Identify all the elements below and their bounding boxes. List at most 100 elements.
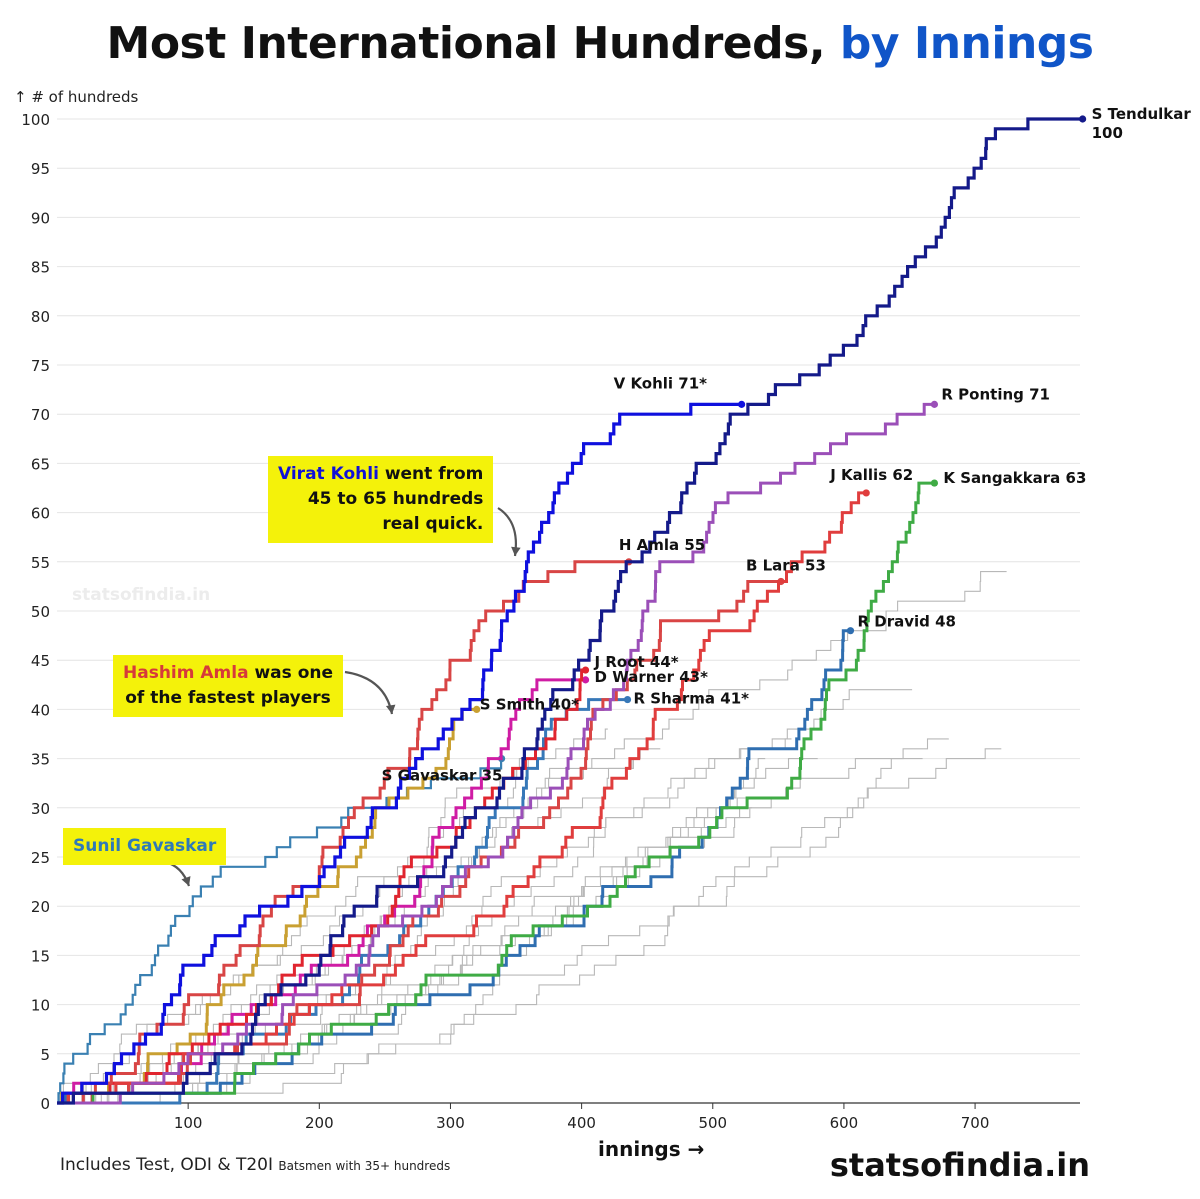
callout-gavaskar-name: Sunil Gavaskar xyxy=(73,836,217,856)
y-tick-label: 75 xyxy=(31,357,50,375)
y-tick-label: 55 xyxy=(31,554,50,572)
series-label: R Dravid 48 xyxy=(857,613,956,631)
series-label: S Gavaskar 35 xyxy=(382,767,503,785)
callout-kohli: Virat Kohli went from 45 to 65 hundreds … xyxy=(268,456,494,543)
brand-logo-text: statsofindia.in xyxy=(829,1146,1090,1184)
series-endpoint xyxy=(846,627,855,635)
series-label: D Warner 43* xyxy=(595,668,709,686)
callout-kohli-text3: real quick. xyxy=(382,514,484,534)
arrow-gavaskar-head xyxy=(181,876,191,886)
x-tick-label: 600 xyxy=(830,1114,859,1132)
y-tick-label: 80 xyxy=(31,308,50,326)
footer-small: Batsmen with 35+ hundreds xyxy=(278,1159,451,1173)
y-tick-label: 70 xyxy=(31,406,50,424)
series-label: J Kallis 62 xyxy=(829,466,913,484)
callout-kohli-text2: 45 to 65 hundreds xyxy=(307,489,484,509)
y-tick-label: 20 xyxy=(31,898,50,916)
y-tick-label: 100 xyxy=(21,111,50,129)
y-tick-label: 15 xyxy=(31,947,50,965)
series-endpoint xyxy=(473,705,481,714)
series-label: R Sharma 41* xyxy=(634,690,750,708)
background-series-line xyxy=(57,571,1007,1104)
y-tick-label: 85 xyxy=(31,259,50,277)
background-series-line xyxy=(57,689,913,1104)
y-tick-label: 45 xyxy=(31,652,50,670)
series-label: S Tendulkar xyxy=(1092,105,1192,123)
x-tick-label: 100 xyxy=(174,1114,203,1132)
series-line-k-sangakkara xyxy=(57,481,935,1105)
y-tick-label: 10 xyxy=(31,997,50,1015)
watermark: statsofindia.in xyxy=(72,585,211,605)
x-tick-label: 400 xyxy=(567,1114,596,1132)
series-line-s-gavaskar xyxy=(57,757,503,1105)
series-endpoint xyxy=(930,400,939,408)
series-endpoint xyxy=(581,666,590,674)
series-line-r-ponting xyxy=(57,402,935,1105)
x-tick-label: 200 xyxy=(305,1114,334,1132)
callout-gavaskar: Sunil Gavaskar xyxy=(63,828,227,865)
series-label: R Ponting 71 xyxy=(941,385,1050,403)
x-tick-label: 500 xyxy=(698,1114,727,1132)
series-endpoint xyxy=(862,489,870,497)
callout-kohli-name: Virat Kohli xyxy=(278,464,379,484)
series-label: J Root 44* xyxy=(594,653,679,671)
background-series-line xyxy=(57,758,923,1104)
y-tick-label: 30 xyxy=(31,800,50,818)
series-line-s-smith xyxy=(57,707,477,1105)
series-label: K Sangakkara 63 xyxy=(943,469,1086,487)
callout-kohli-text1: went from xyxy=(378,464,484,484)
series-line-s-tendulkar xyxy=(57,117,1083,1105)
series-line-h-amla xyxy=(57,560,629,1105)
arrow-amla-head xyxy=(385,704,396,714)
arrow-kohli-head xyxy=(511,546,521,556)
x-tick-label: 700 xyxy=(961,1114,990,1132)
series-endpoint xyxy=(1079,115,1087,123)
footer-note: Includes Test, ODI & T20I Batsmen with 3… xyxy=(60,1155,450,1175)
highlighted-series xyxy=(57,115,1087,1105)
series-line-b-lara xyxy=(57,580,781,1105)
series-label-line2: 100 xyxy=(1092,124,1123,142)
arrow-amla xyxy=(344,670,394,715)
callout-amla-text2: of the fastest players xyxy=(125,688,331,708)
series-label: V Kohli 71* xyxy=(614,374,708,392)
background-series-line xyxy=(57,738,792,1104)
x-axis-ticks: 100 200 300 400 500 600 700 xyxy=(174,1103,990,1132)
y-axis-ticks: 0 5 10 15 20 25 30 35 40 45 50 55 60 65 70 75 80 85 90 95 10… xyxy=(21,111,50,1113)
y-tick-label: 60 xyxy=(31,505,50,523)
callout-amla: Hashim Amla was one of the fastest playe… xyxy=(113,655,344,717)
series-label: B Lara 53 xyxy=(746,556,826,574)
background-series-line xyxy=(57,738,949,1104)
title-accent: by Innings xyxy=(839,18,1094,69)
series-endpoint xyxy=(930,479,939,487)
y-tick-label: 35 xyxy=(31,751,50,769)
x-tick-label: 300 xyxy=(436,1114,465,1132)
footer-main: Includes Test, ODI & T20I xyxy=(60,1155,274,1175)
y-tick-label: 50 xyxy=(31,603,50,621)
y-tick-label: 95 xyxy=(31,160,50,178)
title-main: Most International Hundreds, xyxy=(106,18,840,69)
series-label: H Amla 55 xyxy=(619,536,705,554)
background-series-line xyxy=(57,758,766,1104)
background-series-line xyxy=(57,748,1002,1104)
gridlines xyxy=(57,118,1080,1104)
x-axis-label: innings → xyxy=(598,1137,705,1161)
callout-amla-text1: was one xyxy=(248,663,334,683)
y-tick-label: 40 xyxy=(31,701,50,719)
series-endpoint xyxy=(581,676,590,684)
series-endpoint xyxy=(623,695,632,704)
y-tick-label: 65 xyxy=(31,455,50,473)
series-label: S Smith 40* xyxy=(480,695,580,713)
y-axis-label: ↑ # of hundreds xyxy=(14,88,139,106)
series-line-j-kallis xyxy=(57,491,867,1105)
y-tick-label: 25 xyxy=(31,849,50,867)
series-line-r-dravid xyxy=(57,629,851,1105)
chart-title: Most International Hundreds, by Innings xyxy=(0,18,1200,69)
y-tick-label: 90 xyxy=(31,209,50,227)
y-tick-label: 5 xyxy=(40,1046,50,1064)
series-endpoint xyxy=(738,400,746,408)
series-line-v-kohli xyxy=(57,402,742,1105)
y-tick-label: 0 xyxy=(40,1095,50,1113)
callout-amla-name: Hashim Amla xyxy=(123,663,249,683)
